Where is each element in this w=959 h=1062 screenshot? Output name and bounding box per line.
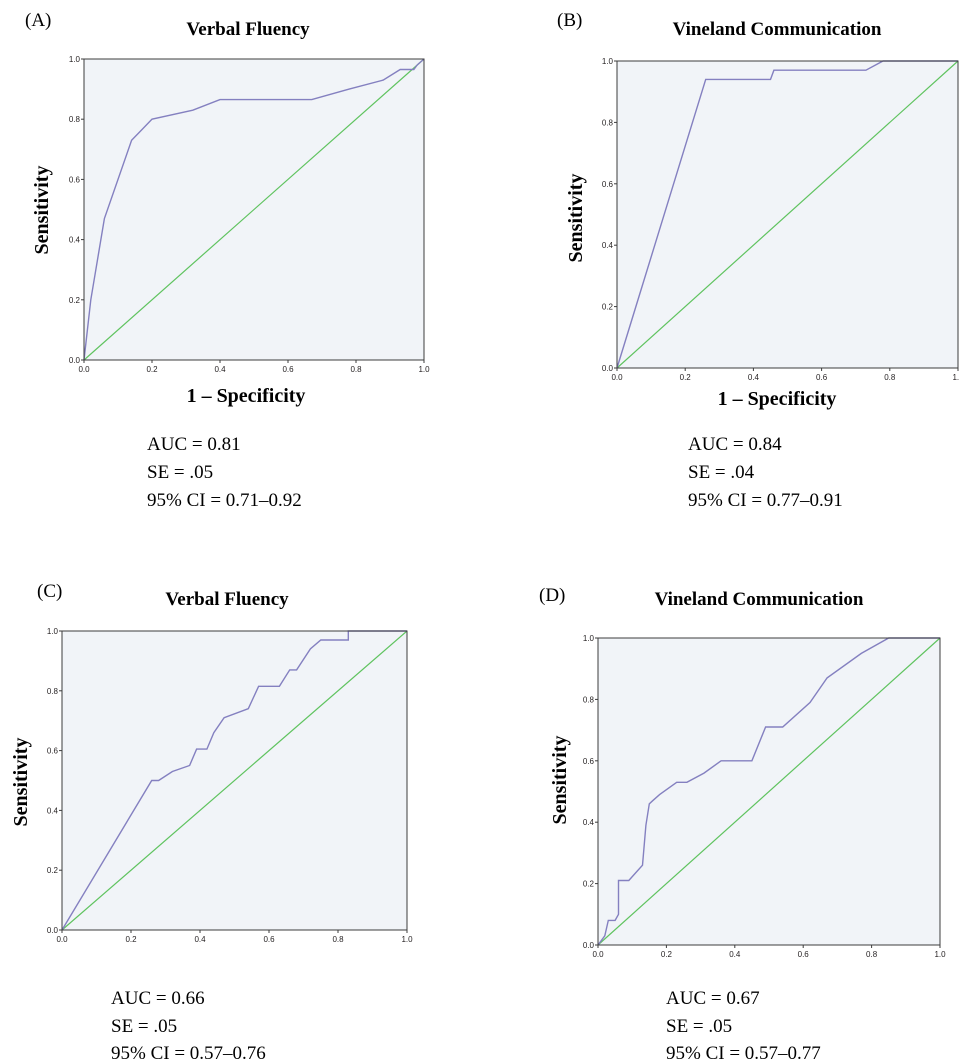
panel-d-ylabel: Sensitivity <box>549 736 571 825</box>
panel-b-se: SE = .04 <box>688 462 755 483</box>
panel-a-xlabel: 1 – Specificity <box>187 385 306 407</box>
panel-a-x-tick-label: 0.6 <box>282 365 294 374</box>
panel-b-reference-line <box>616 60 959 369</box>
panel-c-x-tick-label: 0.6 <box>263 935 275 944</box>
panel-c-x-tick-label: 0.4 <box>194 935 206 944</box>
panel-b-xlabel: 1 – Specificity <box>718 388 837 410</box>
panel-a-x-tick-label: 0.8 <box>350 365 362 374</box>
panel-b-frame <box>616 60 959 369</box>
panel-d-auc: AUC = 0.67 <box>666 988 760 1009</box>
panel-c-ci: 95% CI = 0.57–0.76 <box>111 1043 266 1062</box>
panel-b-x-tick-label: 0.8 <box>884 373 896 382</box>
panel-c-x-tick-label: 0.8 <box>332 935 344 944</box>
panel-b-y-tick-label: 0.8 <box>602 118 614 127</box>
panel-a-title: Verbal Fluency <box>186 19 310 40</box>
panel-d-y-tick-label: 0.2 <box>583 880 595 889</box>
panel-c-ylabel: Sensitivity <box>10 738 32 827</box>
panel-a: (A) Verbal Fluency Sensitivity 1 – Speci… <box>25 10 430 511</box>
panel-a-se: SE = .05 <box>147 462 213 483</box>
panel-a-y-tick-label: 1.0 <box>69 55 81 64</box>
panel-c-y-tick-label: 0.2 <box>47 866 59 875</box>
panel-c-y-tick-label: 0.8 <box>47 687 59 696</box>
panel-a-x-tick-label: 0.2 <box>146 365 158 374</box>
panel-d-title: Vineland Communication <box>655 589 864 610</box>
panel-d-x-tick-label: 0.8 <box>866 950 878 959</box>
panel-c-plot: 0.00.0 0.2 0.2 0.4 0.4 0.6 0.6 0.8 0.8 1.0 1.0 <box>47 627 413 944</box>
panel-b-x-tick-label: 0.4 <box>748 373 760 382</box>
panel-b-title: Vineland Communication <box>673 19 882 40</box>
panel-a-label: (A) <box>25 10 51 31</box>
panel-c-se: SE = .05 <box>111 1016 177 1037</box>
panel-d-y-tick-label: 0.6 <box>583 757 595 766</box>
panel-d-plot: 0.00.0 0.2 0.2 0.4 0.4 0.6 0.6 0.8 0.8 1.0 1.0 <box>583 634 946 959</box>
panel-b-y-tick-label: 0.0 <box>602 364 614 373</box>
panel-d-y-tick-label: 1.0 <box>583 634 595 643</box>
panel-d-x-tick-label: 0.6 <box>798 950 810 959</box>
panel-c-x-tick-label: 0.0 <box>56 935 68 944</box>
panel-a-x-tick-label: 0.0 <box>78 365 90 374</box>
panel-a-ci: 95% CI = 0.71–0.92 <box>147 490 302 511</box>
panel-d-reference-line <box>597 637 941 946</box>
panel-a-ylabel: Sensitivity <box>31 166 53 255</box>
panel-d-y-tick-label: 0.8 <box>583 695 595 704</box>
panel-b-ylabel: Sensitivity <box>565 174 587 263</box>
panel-d-y-tick-label: 0.0 <box>583 941 595 950</box>
panel-d: (D) Vineland Communication Sensitivity 0… <box>539 585 946 1062</box>
panel-a-plot: 0.00.0 0.2 0.2 0.4 0.4 0.6 0.6 0.8 0.8 1.0 1.0 <box>69 55 430 374</box>
panel-c-y-tick-label: 1.0 <box>47 627 59 636</box>
panel-a-y-tick-label: 0.8 <box>69 115 81 124</box>
panel-a-x-tick-label: 1.0 <box>418 365 430 374</box>
panel-d-x-tick-label: 0.0 <box>592 950 604 959</box>
panel-b-ci: 95% CI = 0.77–0.91 <box>688 490 843 511</box>
panel-a-roc-curve <box>83 58 425 361</box>
panel-d-x-tick-label: 0.2 <box>661 950 673 959</box>
panel-d-x-tick-label: 0.4 <box>729 950 741 959</box>
panel-c-label: (C) <box>37 581 62 602</box>
panel-a-reference-line <box>83 58 425 361</box>
panel-b-y-tick-label: 0.2 <box>602 303 614 312</box>
panel-b-x-tick-label: 0.0 <box>611 373 623 382</box>
panel-a-auc: AUC = 0.81 <box>147 434 241 455</box>
panel-d-ci: 95% CI = 0.57–0.77 <box>666 1043 821 1062</box>
panel-c-x-tick-label: 0.2 <box>125 935 137 944</box>
panel-c-title: Verbal Fluency <box>165 589 289 610</box>
panel-d-x-tick-label: 1.0 <box>934 950 946 959</box>
panel-b-y-tick-label: 1.0 <box>602 57 614 66</box>
panel-b: (B) Vineland Communication Sensitivity 1… <box>557 10 959 511</box>
panel-b-y-tick-label: 0.6 <box>602 180 614 189</box>
panel-d-roc-curve <box>597 637 940 946</box>
panel-b-x-tick-label: 1.0 <box>952 373 959 382</box>
panel-a-y-tick-label: 0.4 <box>69 236 81 245</box>
panel-c-roc-curve <box>61 630 407 931</box>
panel-c-auc: AUC = 0.66 <box>111 988 205 1009</box>
panel-d-y-tick-label: 0.4 <box>583 818 595 827</box>
panel-c-y-tick-label: 0.0 <box>47 926 59 935</box>
panel-c: (C) Verbal Fluency Sensitivity 0.00.0 0.2… <box>10 581 413 1062</box>
panel-d-se: SE = .05 <box>666 1016 732 1037</box>
panel-a-x-tick-label: 0.4 <box>214 365 226 374</box>
panel-a-y-tick-label: 0.2 <box>69 296 81 305</box>
panel-b-label: (B) <box>557 10 582 31</box>
panel-c-y-tick-label: 0.6 <box>47 747 59 756</box>
panel-b-x-tick-label: 0.2 <box>680 373 692 382</box>
panel-d-label: (D) <box>539 585 565 606</box>
panel-a-frame <box>83 58 425 361</box>
panel-c-frame <box>61 630 408 931</box>
panel-a-y-tick-label: 0.0 <box>69 356 81 365</box>
panel-b-plot: 0.00.0 0.2 0.2 0.4 0.4 0.6 0.6 0.8 0.8 1.0 1.0 <box>602 57 959 382</box>
panel-c-x-tick-label: 1.0 <box>401 935 413 944</box>
panel-b-y-tick-label: 0.4 <box>602 241 614 250</box>
panel-c-y-tick-label: 0.4 <box>47 806 59 815</box>
panel-c-reference-line <box>61 630 408 931</box>
panel-d-frame <box>597 637 941 946</box>
panel-b-x-tick-label: 0.6 <box>816 373 828 382</box>
panel-b-auc: AUC = 0.84 <box>688 434 782 455</box>
panel-a-y-tick-label: 0.6 <box>69 175 81 184</box>
